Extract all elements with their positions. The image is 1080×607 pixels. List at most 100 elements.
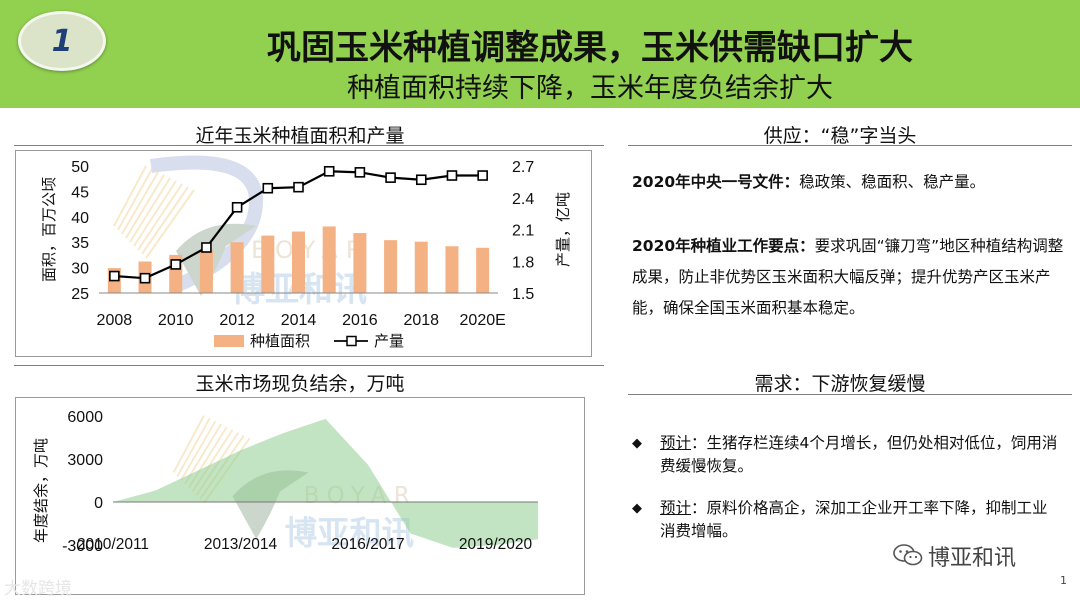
- demand-bullet: ◆ 预计：原料价格高企，深加工企业开工率下降，抑制工业消费增幅。: [632, 497, 1052, 547]
- watermark-stripe: [180, 420, 217, 481]
- output-point: [446, 170, 458, 181]
- x-tick-label: 2012: [219, 312, 255, 329]
- balance-area: [113, 418, 538, 548]
- y2-tick-label: 2.7: [512, 159, 534, 176]
- demand-bullet-lead: 预计: [660, 434, 692, 452]
- x-tick-label: 2013/2014: [204, 536, 278, 553]
- output-point: [323, 165, 335, 177]
- y-tick-label: -3000: [62, 538, 103, 555]
- output-point: [415, 174, 427, 186]
- output-point: [231, 201, 243, 213]
- watermark-stripe: [133, 180, 177, 247]
- watermark-stripe: [176, 417, 211, 477]
- x-tick-label: 2016: [342, 312, 378, 329]
- watermark-chinese: 博亚和讯: [285, 514, 414, 552]
- divider: [628, 145, 1072, 146]
- area-bar: [261, 235, 275, 293]
- balance-chart: BOYAR博亚和讯-30000300060002010/20112013/201…: [15, 397, 585, 595]
- y2-tick-label: 2.4: [512, 191, 534, 208]
- output-point: [109, 270, 120, 282]
- legend-label: 产量: [374, 332, 404, 350]
- output-point: [139, 272, 151, 284]
- watermark-stripe: [141, 186, 189, 255]
- brand-name: 博亚和讯: [928, 546, 1017, 571]
- supply-point-work-text: 要求巩固“镰刀弯”地区种植结构调整成果，防止非优势区玉米面积大幅反弹；提升优势产…: [632, 237, 1064, 317]
- legend-bar-swatch: [214, 335, 244, 347]
- x-tick-label: 2018: [403, 312, 439, 329]
- area-output-chart-title: 近年玉米种植面积和产量: [195, 125, 405, 147]
- output-point: [293, 181, 304, 193]
- y-tick-label: 6000: [67, 409, 103, 426]
- slide-title: 巩固玉米种植调整成果，玉米供需缺口扩大: [267, 28, 913, 68]
- watermark-stripe: [121, 171, 159, 235]
- x-tick-label: 2008: [97, 312, 133, 329]
- divider: [14, 365, 604, 366]
- balance-chart-svg: BOYAR博亚和讯-30000300060002010/20112013/201…: [32, 409, 538, 555]
- watermark-stripe: [145, 189, 195, 259]
- y-axis-title: 年度结余，万吨: [32, 438, 50, 543]
- legend-label: 种植面积: [250, 332, 310, 350]
- area-bar: [199, 249, 213, 293]
- slide-number-badge: 1: [18, 11, 106, 71]
- area-bar: [292, 231, 305, 293]
- y-tick-label: 30: [71, 261, 89, 278]
- y-axis-title: 面积，百万公顷: [40, 177, 58, 282]
- demand-bullet: ◆ 预计：生猪存栏连续4个月增长，但仍处相对低位，饲用消费缓慢恢复。: [632, 432, 1057, 482]
- x-tick-label: 2014: [281, 312, 317, 329]
- y2-tick-label: 2.1: [512, 223, 534, 240]
- divider: [14, 145, 604, 146]
- supply-section-title: 供应：“稳”字当头: [763, 125, 917, 147]
- demand-section-title: 需求：下游恢复缓慢: [754, 373, 926, 395]
- supply-point-policy: 2020年中央一号文件：稳政策、稳面积、稳产量。: [632, 167, 1067, 198]
- balance-chart-title: 玉米市场现负结余，万吨: [195, 373, 405, 395]
- watermark-stripe: [117, 168, 153, 231]
- x-tick-label: 2010/2011: [77, 536, 149, 553]
- x-tick-label: 2019/2020: [459, 536, 533, 553]
- area-bar: [353, 233, 367, 293]
- x-tick-label: 2010: [158, 312, 194, 329]
- x-tick-label: 2020E: [460, 312, 506, 329]
- y-tick-label: 25: [71, 286, 89, 303]
- x-tick-label: 2016/2017: [331, 536, 404, 553]
- watermark-stripe: [137, 183, 183, 251]
- y2-axis-title: 产量，亿吨: [554, 192, 572, 267]
- demand-bullet-lead: 预计: [660, 499, 692, 517]
- area-bar: [230, 242, 244, 293]
- y2-tick-label: 1.5: [512, 286, 534, 303]
- supply-point-work: 2020年种植业工作要点：要求巩固“镰刀弯”地区种植结构调整成果，防止非优势区玉…: [632, 231, 1067, 324]
- y-tick-label: 3000: [67, 452, 103, 469]
- y-tick-label: 40: [71, 210, 89, 227]
- supply-point-policy-text: 稳政策、稳面积、稳产量。: [799, 173, 986, 191]
- watermark-stripe: [125, 174, 165, 239]
- area-bar: [414, 241, 428, 293]
- area-output-chart-svg: BOYAR博亚和讯2530354045501.51.82.12.42.72008…: [40, 155, 572, 350]
- area-bar: [384, 240, 398, 293]
- watermark-stripe: [172, 415, 205, 473]
- legend-marker: [346, 335, 357, 347]
- title-banner: 1 巩固玉米种植调整成果，玉米供需缺口扩大 种植面积持续下降，玉米年度负结余扩大: [0, 0, 1080, 108]
- y-tick-label: 35: [71, 235, 89, 252]
- demand-bullet-text: ：原料价格高企，深加工企业开工率下降，抑制工业消费增幅。: [660, 499, 1048, 540]
- slide-subtitle: 种植面积持续下降，玉米年度负结余扩大: [347, 73, 833, 104]
- supply-point-work-lead: 2020年种植业工作要点：: [632, 237, 815, 255]
- watermark-stripe: [113, 165, 147, 227]
- area-bar: [476, 247, 490, 293]
- y-tick-label: 50: [71, 159, 89, 176]
- diamond-bullet-icon: ◆: [632, 436, 642, 451]
- watermark-bird: [176, 223, 256, 296]
- output-point: [354, 167, 366, 178]
- corner-watermark: 大数跨境: [4, 579, 72, 599]
- output-point: [477, 170, 488, 181]
- output-point: [262, 182, 274, 194]
- wechat-icon: [893, 544, 923, 566]
- area-bar: [322, 226, 336, 293]
- y-tick-label: 0: [94, 495, 103, 512]
- divider: [628, 394, 1072, 395]
- page-number: 1: [1060, 574, 1067, 587]
- y-tick-label: 45: [71, 184, 89, 201]
- output-point: [385, 172, 396, 183]
- watermark-arc: [150, 155, 264, 293]
- demand-bullet-text: ：生猪存栏连续4个月增长，但仍处相对低位，饲用消费缓慢恢复。: [660, 434, 1058, 475]
- area-output-chart: BOYAR博亚和讯2530354045501.51.82.12.42.72008…: [15, 150, 592, 357]
- y2-tick-label: 1.8: [512, 254, 534, 271]
